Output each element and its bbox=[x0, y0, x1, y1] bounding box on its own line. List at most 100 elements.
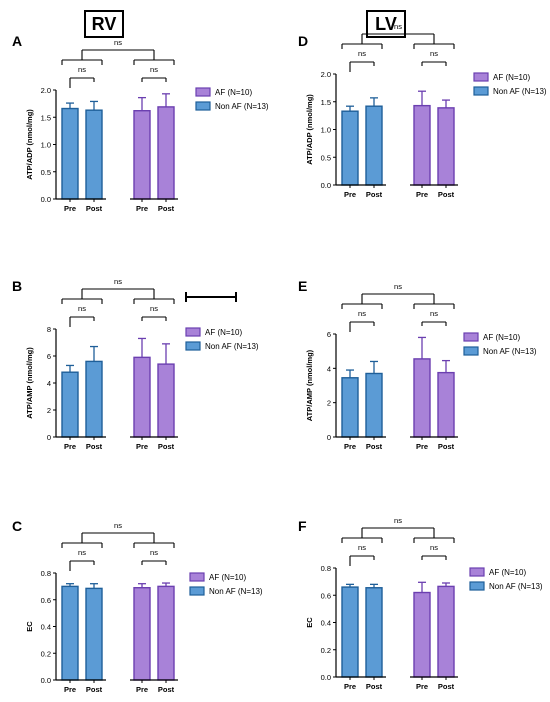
legend-swatch-nonaf bbox=[469, 581, 485, 591]
x-tick-label: Post bbox=[158, 685, 175, 694]
x-tick-label: Pre bbox=[344, 190, 356, 199]
legend-label: AF (N=10) bbox=[209, 573, 246, 582]
sig-label: ns bbox=[430, 49, 438, 58]
bar-af bbox=[133, 587, 151, 681]
y-tick-label: 0.4 bbox=[321, 619, 331, 628]
y-axis-label: ATP/AMP (nmol/mg) bbox=[305, 349, 314, 421]
bar-af bbox=[437, 371, 455, 438]
y-axis-label: ATP/ADP (nmol/mg) bbox=[25, 109, 34, 180]
legend-swatch-nonaf bbox=[473, 86, 489, 96]
x-tick-label: Post bbox=[86, 204, 103, 213]
bar-nonaf bbox=[341, 586, 359, 678]
legend-label: Non AF (N=13) bbox=[215, 102, 269, 111]
sig-label: ns bbox=[430, 309, 438, 318]
panel-label: D bbox=[298, 33, 308, 49]
legend-label: Non AF (N=13) bbox=[205, 342, 259, 351]
y-axis-label: EC bbox=[305, 617, 314, 628]
y-tick-label: 0.8 bbox=[321, 564, 331, 573]
panel-c: C 0.0 0.2 0.4 0.6 0.8 EC Pre Post Pre Post ns ns ns AF… bbox=[12, 518, 263, 694]
y-tick-label: 0.0 bbox=[41, 676, 51, 685]
legend-label: AF (N=10) bbox=[215, 88, 252, 97]
legend-swatch-af bbox=[195, 87, 211, 97]
y-tick-label: 2.0 bbox=[321, 70, 331, 79]
sig-label: ns bbox=[430, 543, 438, 552]
y-tick-label: 0.2 bbox=[321, 646, 331, 655]
x-tick-label: Post bbox=[86, 442, 103, 451]
bar-af bbox=[437, 585, 455, 678]
sig-label: ns bbox=[394, 516, 402, 525]
stray-line-marker bbox=[185, 292, 237, 302]
y-tick-label: 1.0 bbox=[41, 141, 51, 150]
bar-af bbox=[413, 104, 431, 186]
x-tick-label: Pre bbox=[416, 190, 428, 199]
sig-label: ns bbox=[114, 277, 122, 286]
panel-d: D 0.0 0.5 1.0 1.5 2.0 ATP/ADP (nmol/mg) Pre Post… bbox=[298, 22, 547, 199]
legend-swatch-nonaf bbox=[189, 586, 205, 596]
y-tick-label: 0.4 bbox=[41, 623, 51, 632]
x-tick-label: Pre bbox=[136, 204, 148, 213]
sig-label: ns bbox=[78, 548, 86, 557]
y-tick-label: 2 bbox=[327, 399, 331, 408]
y-tick-label: 1.5 bbox=[41, 113, 51, 122]
panel-f: F 0.0 0.2 0.4 0.6 0.8 EC Pre Post Pre Post ns ns ns AF… bbox=[298, 516, 543, 691]
bar-nonaf bbox=[61, 107, 79, 200]
sig-label: ns bbox=[114, 38, 122, 47]
y-tick-label: 0.5 bbox=[321, 153, 331, 162]
sig-label: ns bbox=[78, 65, 86, 74]
y-tick-label: 1.0 bbox=[321, 126, 331, 135]
sig-label: ns bbox=[150, 548, 158, 557]
legend-label: Non AF (N=13) bbox=[209, 587, 263, 596]
legend-swatch-af bbox=[189, 572, 205, 582]
legend-swatch-af bbox=[469, 567, 485, 577]
y-tick-label: 2.0 bbox=[41, 86, 51, 95]
x-tick-label: Post bbox=[366, 190, 383, 199]
y-tick-label: 0.2 bbox=[41, 649, 51, 658]
x-tick-label: Pre bbox=[64, 442, 76, 451]
y-tick-label: 2 bbox=[47, 406, 51, 415]
bar-af bbox=[413, 358, 431, 438]
bar-nonaf bbox=[341, 110, 359, 186]
legend-swatch-nonaf bbox=[463, 346, 479, 356]
x-tick-label: Pre bbox=[136, 685, 148, 694]
legend-label: Non AF (N=13) bbox=[489, 582, 543, 591]
y-axis-label: EC bbox=[25, 621, 34, 632]
legend-label: AF (N=10) bbox=[493, 73, 530, 82]
panel-label: B bbox=[12, 278, 22, 294]
legend-label: AF (N=10) bbox=[205, 328, 242, 337]
legend-label: Non AF (N=13) bbox=[483, 347, 537, 356]
sig-label: ns bbox=[358, 309, 366, 318]
x-tick-label: Post bbox=[438, 682, 455, 691]
sig-label: ns bbox=[114, 521, 122, 530]
x-tick-label: Pre bbox=[64, 685, 76, 694]
y-tick-label: 0.0 bbox=[41, 195, 51, 204]
x-tick-label: Post bbox=[366, 682, 383, 691]
panel-e: E 0 2 4 6 ATP/AMP (nmol/mg) Pre Post Pre Post ns ns… bbox=[298, 278, 537, 451]
y-axis-label: ATP/ADP (nmol/mg) bbox=[305, 94, 314, 165]
legend-label: Non AF (N=13) bbox=[493, 87, 547, 96]
legend-swatch-af bbox=[185, 327, 201, 337]
y-tick-label: 4 bbox=[327, 364, 331, 373]
x-tick-label: Post bbox=[158, 204, 175, 213]
bar-nonaf bbox=[61, 585, 79, 681]
bar-nonaf bbox=[365, 587, 383, 678]
x-tick-label: Pre bbox=[136, 442, 148, 451]
bar-af bbox=[157, 106, 175, 200]
panel-label: F bbox=[298, 518, 307, 534]
sig-label: ns bbox=[150, 65, 158, 74]
y-tick-label: 0.5 bbox=[41, 168, 51, 177]
y-tick-label: 1.5 bbox=[321, 98, 331, 107]
panel-b: B 0 2 4 6 8 ATP/AMP (nmol/mg) Pre Post Pre Post ns n… bbox=[12, 277, 259, 451]
legend-label: AF (N=10) bbox=[489, 568, 526, 577]
bar-af bbox=[157, 363, 175, 438]
y-tick-label: 0.0 bbox=[321, 673, 331, 682]
bar-nonaf bbox=[341, 377, 359, 438]
y-tick-label: 0.8 bbox=[41, 569, 51, 578]
x-tick-label: Pre bbox=[344, 682, 356, 691]
legend-swatch-nonaf bbox=[185, 341, 201, 351]
bar-af bbox=[133, 110, 151, 200]
sig-label: ns bbox=[358, 49, 366, 58]
legend-swatch-af bbox=[473, 72, 489, 82]
lv-header: LV bbox=[366, 10, 406, 38]
x-tick-label: Pre bbox=[416, 442, 428, 451]
y-tick-label: 0.6 bbox=[321, 591, 331, 600]
